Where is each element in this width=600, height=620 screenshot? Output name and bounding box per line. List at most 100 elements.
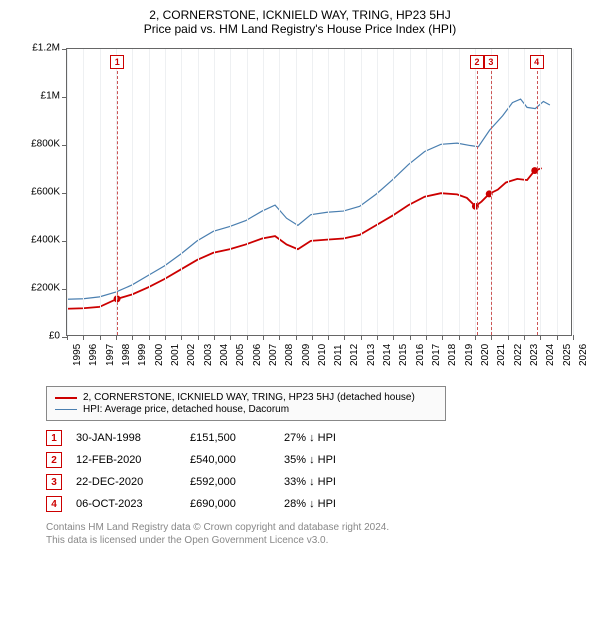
gridline [344, 49, 345, 335]
series-line-property [67, 168, 542, 309]
x-tick-label: 2006 [252, 344, 263, 366]
gridline [67, 49, 68, 335]
x-tick-label: 2011 [333, 344, 344, 366]
sale-diff: 27% ↓ HPI [284, 432, 364, 444]
x-tick-label: 2008 [284, 344, 295, 366]
event-marker-box: 3 [484, 55, 498, 69]
gridline [247, 49, 248, 335]
footnote: Contains HM Land Registry data © Crown c… [46, 521, 590, 547]
gridline [361, 49, 362, 335]
sale-diff: 33% ↓ HPI [284, 476, 364, 488]
x-tick-label: 2022 [513, 344, 524, 366]
gridline [296, 49, 297, 335]
sale-row: 2 12-FEB-2020 £540,000 35% ↓ HPI [46, 449, 590, 471]
footnote-line-2: This data is licensed under the Open Gov… [46, 534, 590, 547]
plot-svg [67, 49, 571, 335]
gridline [328, 49, 329, 335]
x-tick-label: 2017 [431, 344, 442, 366]
footnote-line-1: Contains HM Land Registry data © Crown c… [46, 521, 590, 534]
x-tick-label: 2020 [480, 344, 491, 366]
gridline [540, 49, 541, 335]
sale-row: 1 30-JAN-1998 £151,500 27% ↓ HPI [46, 427, 590, 449]
x-tick-label: 2005 [235, 344, 246, 366]
y-tick-label: £0 [49, 331, 60, 342]
x-tick-label: 1995 [72, 344, 83, 366]
y-tick-label: £1.2M [32, 43, 60, 54]
sale-diff: 35% ↓ HPI [284, 454, 364, 466]
x-tick-label: 1996 [88, 344, 99, 366]
x-tick-label: 1997 [105, 344, 116, 366]
x-tick-label: 2015 [398, 344, 409, 366]
x-tick-label: 2010 [317, 344, 328, 366]
gridline [165, 49, 166, 335]
x-tick-label: 2000 [154, 344, 165, 366]
event-marker-line [477, 71, 478, 335]
gridline [83, 49, 84, 335]
sale-number-box: 2 [46, 452, 62, 468]
sale-number-box: 3 [46, 474, 62, 490]
legend-row-hpi: HPI: Average price, detached house, Daco… [55, 404, 437, 415]
y-tick-label: £200K [31, 283, 60, 294]
sale-price: £690,000 [190, 498, 270, 510]
chart: £0£200K£400K£600K£800K£1M£1.2M 1234 1995… [20, 42, 580, 382]
sale-date: 22-DEC-2020 [76, 476, 176, 488]
sale-price: £540,000 [190, 454, 270, 466]
plot-area: 1234 [66, 48, 572, 336]
x-tick-label: 2012 [349, 344, 360, 366]
gridline [132, 49, 133, 335]
legend-swatch-hpi [55, 409, 77, 410]
x-tick-label: 2013 [366, 344, 377, 366]
gridline [377, 49, 378, 335]
x-tick-label: 2019 [464, 344, 475, 366]
x-tick-label: 2016 [415, 344, 426, 366]
gridline [149, 49, 150, 335]
x-tick-label: 2002 [186, 344, 197, 366]
gridline [573, 49, 574, 335]
x-tick-label: 2009 [301, 344, 312, 366]
sale-number-box: 4 [46, 496, 62, 512]
x-axis-labels: 1995199619971998199920002001200220032004… [66, 340, 572, 380]
legend-swatch-property [55, 397, 77, 399]
legend-label-property: 2, CORNERSTONE, ICKNIELD WAY, TRING, HP2… [83, 392, 415, 403]
x-tick [573, 335, 574, 340]
gridline [198, 49, 199, 335]
y-tick-label: £600K [31, 187, 60, 198]
x-tick-label: 2023 [529, 344, 540, 366]
page-title: 2, CORNERSTONE, ICKNIELD WAY, TRING, HP2… [10, 8, 590, 22]
legend-row-property: 2, CORNERSTONE, ICKNIELD WAY, TRING, HP2… [55, 392, 437, 403]
x-tick-label: 2021 [496, 344, 507, 366]
x-tick-label: 2014 [382, 344, 393, 366]
x-tick-label: 2003 [203, 344, 214, 366]
x-tick-label: 2018 [447, 344, 458, 366]
x-tick-label: 2024 [545, 344, 556, 366]
x-tick-label: 2004 [219, 344, 230, 366]
gridline [459, 49, 460, 335]
gridline [410, 49, 411, 335]
y-tick-label: £1M [41, 91, 60, 102]
gridline [279, 49, 280, 335]
sale-date: 12-FEB-2020 [76, 454, 176, 466]
gridline [426, 49, 427, 335]
x-tick-label: 2026 [578, 344, 589, 366]
gridline [100, 49, 101, 335]
sale-number-box: 1 [46, 430, 62, 446]
page: 2, CORNERSTONE, ICKNIELD WAY, TRING, HP2… [0, 0, 600, 620]
gridline [230, 49, 231, 335]
event-marker-box: 1 [110, 55, 124, 69]
gridline [475, 49, 476, 335]
x-tick-label: 1998 [121, 344, 132, 366]
gridline [312, 49, 313, 335]
page-subtitle: Price paid vs. HM Land Registry's House … [10, 22, 590, 36]
sale-price: £592,000 [190, 476, 270, 488]
sale-row: 406-OCT-2023£690,00028% ↓ HPI [46, 493, 590, 515]
gridline [442, 49, 443, 335]
gridline [214, 49, 215, 335]
sale-date: 30-JAN-1998 [76, 432, 176, 444]
sale-price: £151,500 [190, 432, 270, 444]
x-tick-label: 2001 [170, 344, 181, 366]
gridline [557, 49, 558, 335]
event-marker-box: 4 [530, 55, 544, 69]
event-marker-line [491, 71, 492, 335]
gridline [263, 49, 264, 335]
sale-diff: 28% ↓ HPI [284, 498, 364, 510]
